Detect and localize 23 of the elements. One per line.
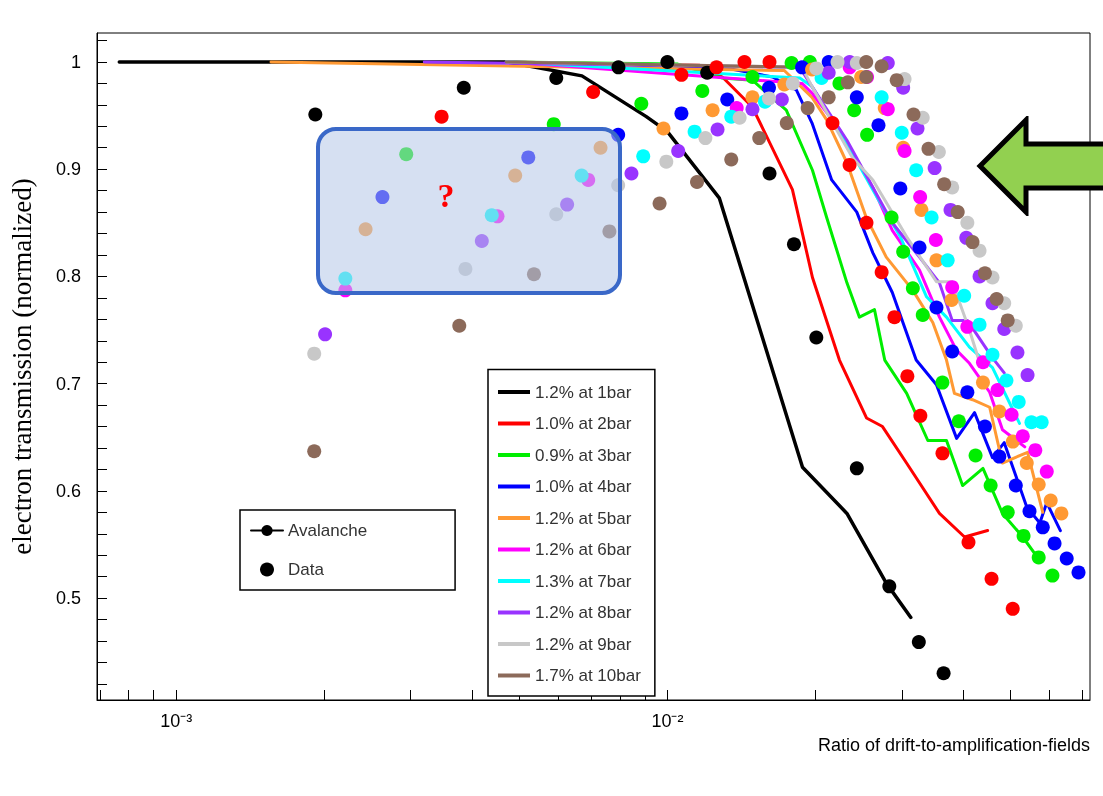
legend-label: 1.0% at 2bar bbox=[535, 414, 632, 433]
legend-label: 1.2% at 5bar bbox=[535, 508, 632, 528]
legend-label: 1.3% at 7bar bbox=[535, 571, 632, 591]
y-tick-label: 0.7 bbox=[55, 373, 81, 394]
y-tick-label: 0.5 bbox=[55, 588, 81, 609]
legend-label: 0.9% at 3bar bbox=[535, 445, 632, 465]
y-tick-label: 0.9 bbox=[55, 159, 81, 180]
legend-label: 1.2% at 9bar bbox=[535, 634, 632, 654]
y-tick-label: 1 bbox=[70, 51, 81, 72]
legend-label: Avalanche bbox=[288, 521, 368, 540]
annotation: ? bbox=[436, 176, 456, 216]
y-axis-title: electron transmission (normalized) bbox=[6, 178, 37, 555]
x-tick-label: 10⁻³ bbox=[160, 711, 193, 731]
legend-label: 1.0% at 4bar bbox=[535, 477, 632, 496]
legend-label: Data bbox=[288, 560, 325, 579]
legend-label: 1.2% at 6bar bbox=[535, 540, 632, 559]
x-axis-title: Ratio of drift-to-amplification-fields bbox=[817, 735, 1090, 755]
y-tick-label: 0.8 bbox=[55, 266, 81, 287]
legend-label: 1.2% at 1bar bbox=[535, 382, 632, 402]
y-tick-label: 0.6 bbox=[55, 480, 81, 501]
x-tick-label: 10⁻² bbox=[651, 711, 684, 731]
legend-label: 1.7% at 10bar bbox=[535, 666, 642, 685]
legend-label: 1.2% at 8bar bbox=[535, 603, 632, 622]
